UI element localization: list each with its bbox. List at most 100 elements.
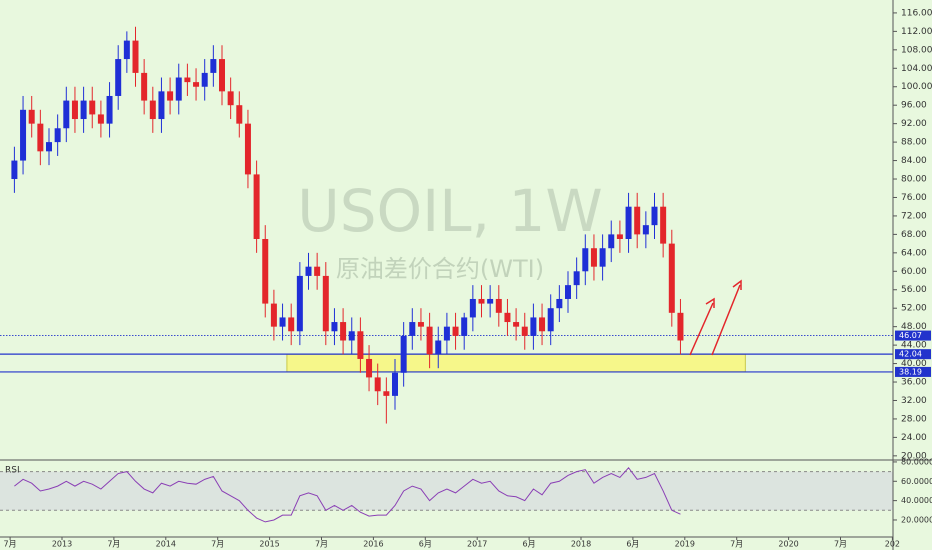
candle-body [167, 91, 174, 101]
y-tick-label: 36.00 [901, 378, 927, 388]
candle-body [443, 326, 450, 341]
candle-body [184, 77, 191, 83]
candle-body [71, 100, 78, 120]
candle-body [530, 317, 537, 336]
y-tick-label: 84.00 [901, 156, 927, 166]
x-tick-label: 2018 [571, 540, 591, 549]
y-tick-label: 32.00 [901, 396, 927, 406]
y-tick-label: 108.00 [901, 45, 932, 55]
candle-body [46, 142, 52, 152]
candle-body [383, 391, 390, 396]
arrow-head [732, 279, 742, 290]
candle-body [461, 317, 468, 336]
rsi-label: RSI [5, 466, 20, 476]
y-tick-label: 112.00 [901, 27, 932, 37]
y-tick-label: 60.00 [901, 267, 927, 277]
candle-body [106, 95, 113, 124]
candle-body [244, 123, 251, 175]
candle-body [236, 105, 243, 124]
candle-body [296, 275, 303, 332]
level-label-box [895, 366, 931, 377]
rsi-tick-label: 80.0000 [901, 457, 932, 466]
candle-body [175, 77, 182, 101]
y-tick-label: 44.00 [901, 341, 927, 351]
candle-body [37, 123, 44, 152]
candle-body [556, 298, 563, 309]
level-label: 38.19 [899, 367, 922, 376]
y-tick-label: 64.00 [901, 248, 927, 258]
x-tick-label: 2013 [52, 540, 72, 549]
rsi-band [0, 471, 893, 511]
watermark-title: USOIL, 1W [297, 177, 602, 245]
x-tick-label: 202 [885, 540, 900, 549]
candle-body [158, 91, 165, 120]
x-tick-label: 2017 [467, 540, 487, 549]
candle-body [417, 322, 424, 327]
candle-body [340, 322, 347, 341]
x-tick-label: 6月 [626, 540, 639, 549]
y-tick-label: 88.00 [901, 138, 927, 148]
candle-body [565, 285, 571, 299]
candle-body [521, 326, 528, 336]
candle-body [625, 206, 632, 239]
candle-body [616, 234, 623, 239]
candle-body [400, 335, 407, 373]
y-tick-label: 28.00 [901, 414, 927, 424]
rsi-tick-label: 40.0000 [901, 496, 932, 505]
x-tick-label: 7月 [315, 540, 328, 549]
candle-body [305, 266, 312, 276]
candle-body [452, 326, 459, 336]
candle-body [210, 59, 217, 73]
x-tick-label: 2020 [778, 540, 798, 549]
x-tick-label: 2016 [363, 540, 383, 549]
candle-body [435, 340, 442, 355]
candle-body [392, 372, 398, 396]
y-tick-label: 104.00 [901, 64, 932, 74]
x-tick-label: 6月 [523, 540, 536, 549]
candle-body [219, 59, 225, 92]
candle-body [20, 109, 27, 161]
y-tick-label: 52.00 [901, 304, 927, 314]
y-tick-label: 40.00 [901, 359, 927, 369]
rsi-line [14, 466, 681, 523]
y-tick-label: 56.00 [901, 285, 927, 295]
candle-body [123, 40, 130, 60]
candle-body [141, 72, 148, 101]
arrow [689, 302, 714, 356]
candle-body [504, 312, 511, 323]
candle-body [539, 317, 546, 332]
candle-body [201, 72, 208, 87]
candle-body [193, 82, 200, 87]
candle-body [366, 358, 373, 378]
x-tick-label: 6月 [419, 540, 432, 549]
candle-body [322, 275, 329, 332]
y-tick-label: 20.00 [901, 451, 927, 461]
candle-body [573, 271, 580, 286]
watermark-subtitle: 原油差价合约(WTI) [336, 255, 544, 283]
candle-body [357, 331, 364, 359]
candle-body [270, 303, 277, 327]
x-tick-label: 7月 [211, 540, 224, 549]
candle-body [348, 331, 355, 341]
candle-body [89, 100, 96, 115]
rsi-tick-label: 20.0000 [901, 515, 932, 524]
x-tick-label: 7月 [730, 540, 743, 549]
x-tick-label: 2015 [259, 540, 279, 549]
level-label-box [895, 330, 931, 341]
candle-body [262, 238, 269, 304]
candle-body [54, 128, 61, 143]
candle-body [28, 109, 35, 124]
support-zone [286, 353, 746, 373]
candle-body [495, 298, 502, 313]
candle-body [80, 100, 87, 120]
y-tick-label: 48.00 [901, 322, 927, 332]
x-tick-label: 7月 [4, 540, 17, 549]
y-tick-label: 76.00 [901, 193, 927, 203]
plot-layer [11, 26, 684, 523]
candle-body [547, 308, 554, 332]
candle-body [331, 322, 338, 332]
level-label-box [895, 349, 931, 360]
